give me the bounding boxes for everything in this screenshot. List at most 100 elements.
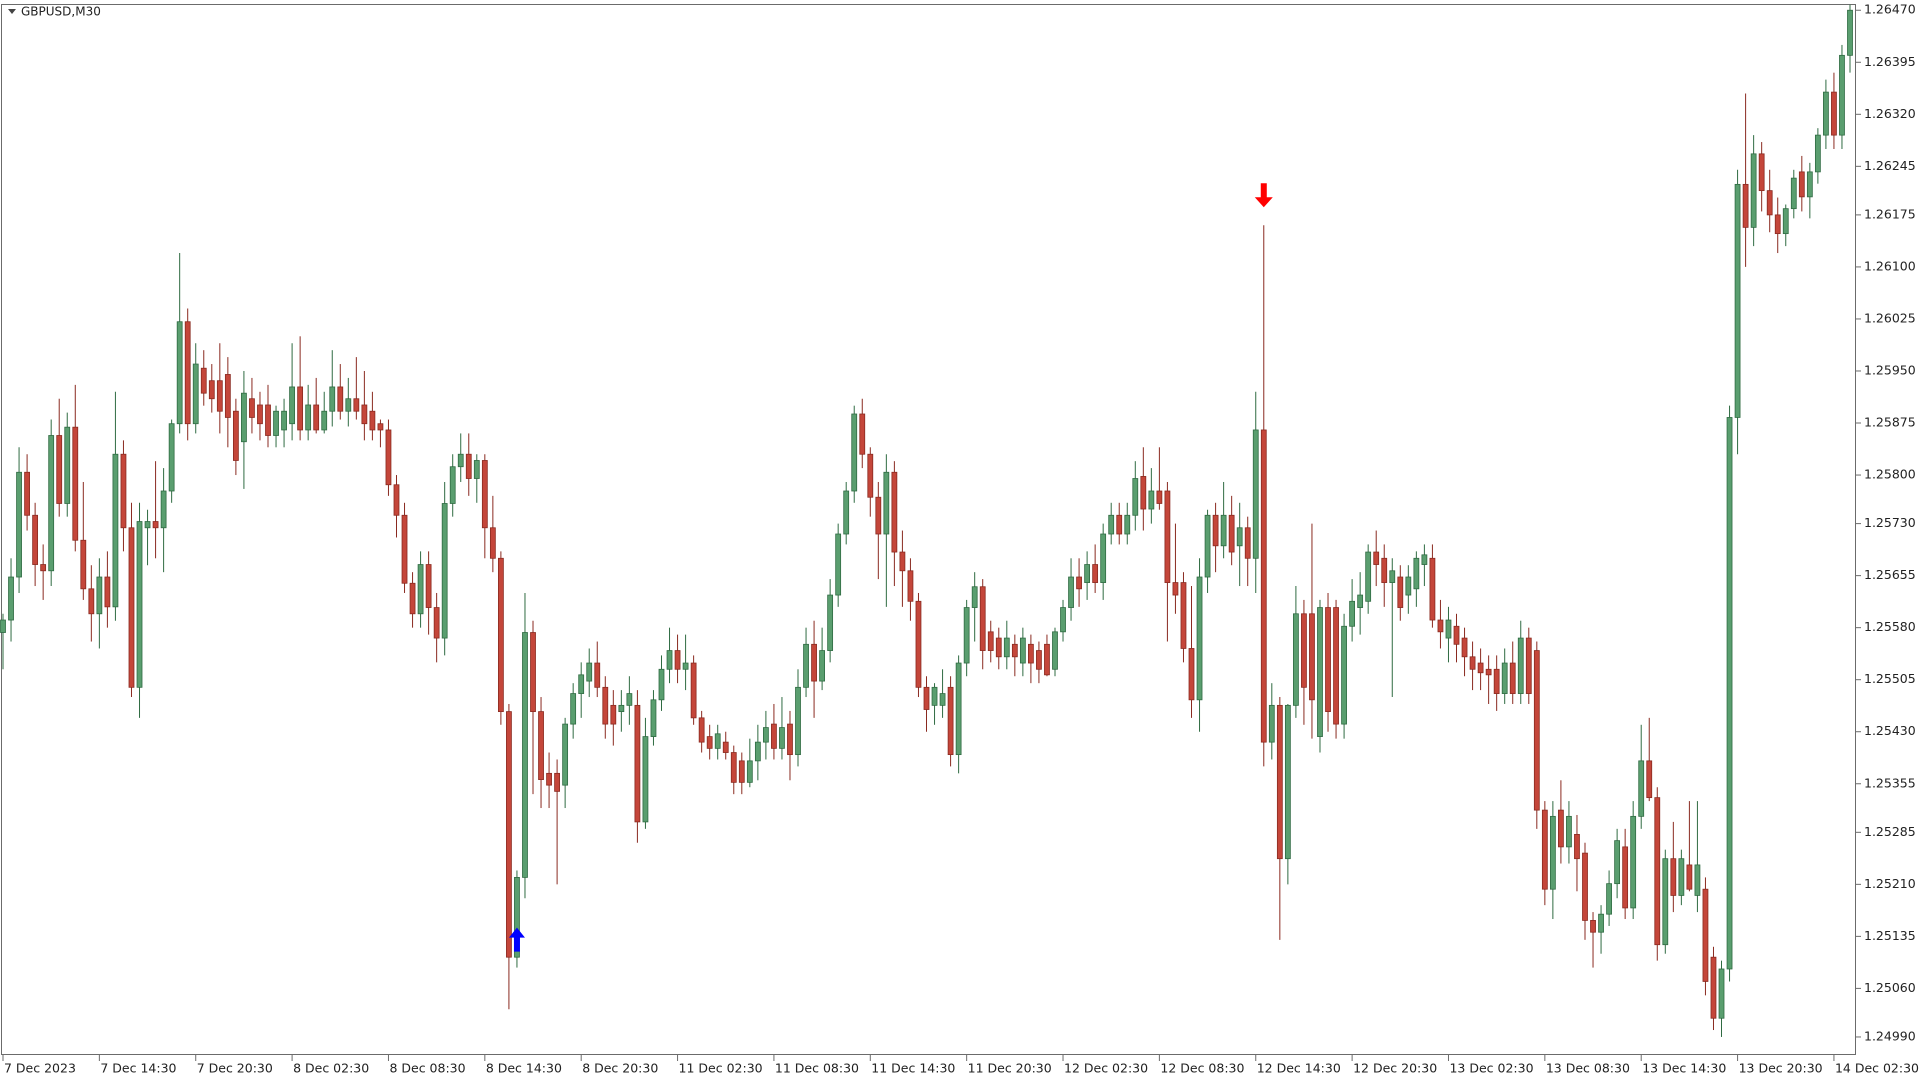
candle-body bbox=[152, 521, 159, 529]
candle-body bbox=[682, 662, 689, 670]
y-tick-label: 1.25355 bbox=[1864, 775, 1916, 790]
candle-body bbox=[48, 435, 55, 572]
candle-body bbox=[1670, 858, 1677, 896]
candle-body bbox=[771, 723, 777, 749]
candle-body bbox=[64, 426, 71, 504]
candle-body bbox=[56, 435, 63, 504]
candle-body bbox=[546, 772, 552, 786]
x-tick-label: 7 Dec 20:30 bbox=[197, 1061, 273, 1076]
candle-body bbox=[722, 741, 729, 753]
candle-body bbox=[345, 398, 352, 412]
candle-body bbox=[1100, 533, 1107, 583]
candle-body bbox=[1646, 760, 1653, 799]
x-tick-label: 8 Dec 14:30 bbox=[486, 1061, 562, 1076]
candle-body bbox=[626, 693, 633, 706]
candle-body bbox=[1405, 576, 1412, 596]
y-tick-label: 1.25135 bbox=[1864, 928, 1916, 943]
candle-body bbox=[144, 521, 151, 529]
candle-body bbox=[1847, 9, 1853, 56]
candle-body bbox=[1220, 514, 1227, 547]
candle-body bbox=[538, 711, 544, 780]
candle-body bbox=[754, 741, 761, 762]
candle-body bbox=[827, 594, 834, 651]
candle-body bbox=[642, 736, 649, 823]
candle-body bbox=[1702, 888, 1709, 982]
candle-body bbox=[1357, 594, 1364, 608]
candle-body bbox=[1798, 171, 1805, 198]
candle-body bbox=[1750, 153, 1757, 228]
candle-body bbox=[1638, 760, 1645, 817]
x-tick-label: 12 Dec 08:30 bbox=[1160, 1061, 1244, 1076]
candle-body bbox=[1124, 514, 1131, 535]
candle-body bbox=[530, 632, 536, 713]
candle-body bbox=[514, 877, 520, 958]
candle-body bbox=[1389, 570, 1396, 583]
x-tick-label: 12 Dec 14:30 bbox=[1257, 1061, 1341, 1076]
candle-body bbox=[1068, 576, 1074, 608]
candle-body bbox=[1260, 429, 1267, 743]
candle-body bbox=[618, 704, 625, 713]
candle-body bbox=[1509, 662, 1516, 694]
candle-body bbox=[763, 727, 769, 743]
candle-body bbox=[265, 404, 271, 436]
candle-body bbox=[401, 514, 408, 584]
candle-body bbox=[1052, 631, 1058, 670]
candle-body bbox=[779, 727, 785, 749]
candle-body bbox=[337, 386, 344, 412]
candle-body bbox=[1429, 557, 1436, 621]
candle-body bbox=[1606, 883, 1612, 915]
x-tick-label: 11 Dec 02:30 bbox=[679, 1061, 763, 1076]
x-tick-label: 12 Dec 20:30 bbox=[1353, 1061, 1437, 1076]
candle-body bbox=[1196, 576, 1203, 701]
candle-body bbox=[562, 723, 569, 786]
y-tick-label: 1.25950 bbox=[1864, 362, 1916, 377]
candle-body bbox=[281, 410, 287, 431]
candle-body bbox=[32, 514, 39, 565]
candle-body bbox=[353, 398, 360, 412]
candle-body bbox=[1365, 551, 1372, 602]
candle-body bbox=[1686, 864, 1693, 890]
candle-body bbox=[385, 429, 392, 486]
candle-body bbox=[1276, 704, 1283, 860]
candle-body bbox=[1598, 913, 1604, 933]
candle-body bbox=[489, 527, 496, 559]
y-tick-label: 1.25655 bbox=[1864, 567, 1916, 582]
candle-body bbox=[1060, 607, 1066, 633]
candle-body bbox=[843, 490, 850, 535]
candle-body bbox=[393, 484, 400, 516]
x-tick-label: 12 Dec 02:30 bbox=[1064, 1061, 1148, 1076]
candle-body bbox=[1614, 840, 1621, 885]
candle-body bbox=[602, 686, 609, 725]
candle-body bbox=[1493, 668, 1500, 694]
candle-body bbox=[1839, 54, 1845, 136]
candle-body bbox=[313, 404, 320, 431]
candle-body bbox=[891, 471, 898, 553]
candle-body bbox=[1084, 564, 1090, 583]
candle-body bbox=[1541, 809, 1548, 890]
candle-body bbox=[40, 564, 47, 572]
candle-body bbox=[481, 460, 488, 529]
candle-body bbox=[184, 321, 191, 425]
candle-body bbox=[787, 723, 793, 756]
candle-body bbox=[1003, 637, 1010, 658]
candle-body bbox=[1485, 668, 1492, 676]
candle-body bbox=[297, 386, 304, 431]
candle-body bbox=[1341, 625, 1347, 725]
candle-body bbox=[1574, 833, 1580, 860]
candle-body bbox=[200, 367, 207, 394]
candle-body bbox=[1734, 183, 1741, 418]
candle-body bbox=[329, 386, 336, 412]
candle-body bbox=[369, 410, 376, 431]
candle-body bbox=[835, 533, 842, 596]
candle-body bbox=[995, 637, 1002, 658]
candle-body bbox=[273, 410, 279, 436]
candle-body bbox=[1172, 582, 1179, 596]
candle-body bbox=[305, 404, 312, 431]
candle-body bbox=[971, 586, 978, 608]
candle-body bbox=[473, 460, 480, 479]
candle-body bbox=[1806, 171, 1813, 198]
candle-body bbox=[8, 576, 14, 621]
candle-body bbox=[1590, 920, 1596, 933]
symbol-menu-icon[interactable] bbox=[8, 9, 16, 14]
